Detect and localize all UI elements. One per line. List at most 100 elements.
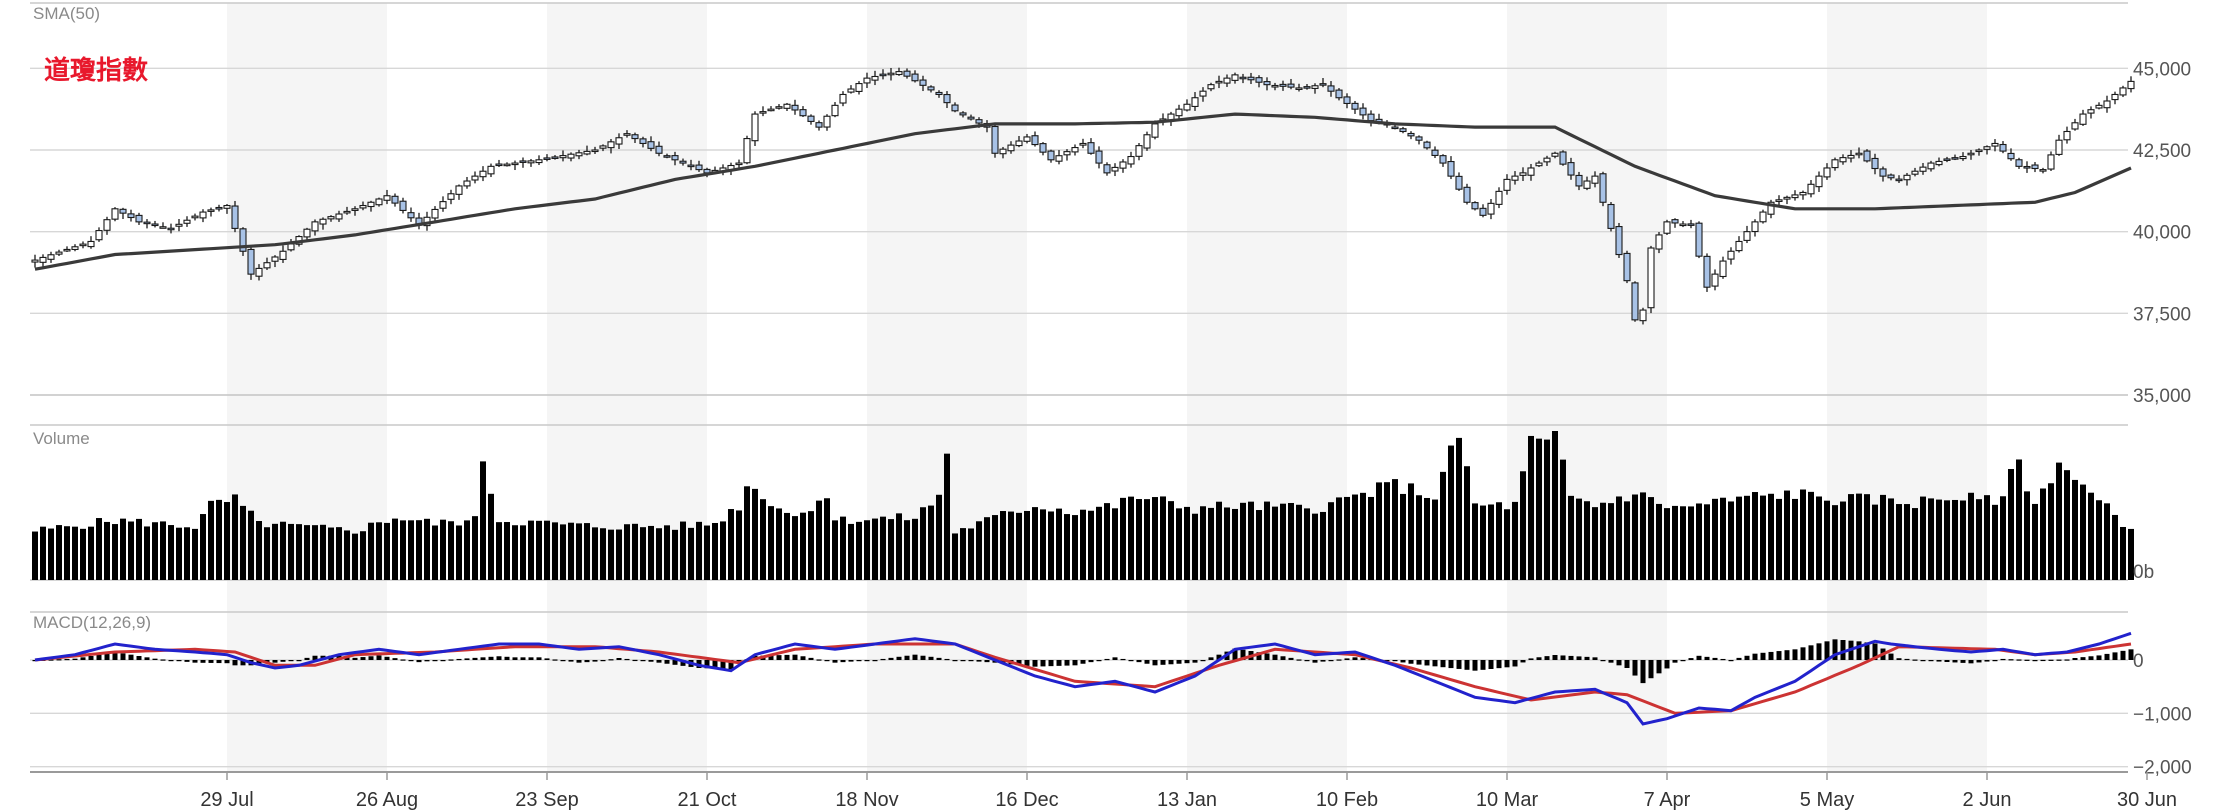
volume-bar [1776, 498, 1782, 580]
volume-bar [1416, 495, 1422, 580]
macd-panel: 0 −1,000 −2,000 MACD(12,26,9) [30, 611, 2192, 779]
volume-bar [1808, 491, 1814, 580]
volume-bar [424, 518, 430, 580]
x-tick-label: 10 Feb [1316, 789, 1378, 811]
candle-body [1103, 164, 1111, 174]
candle-body [1343, 96, 1351, 104]
candle-body [863, 77, 871, 84]
candle-body [1559, 151, 1567, 165]
candle-body [1647, 247, 1655, 309]
histogram-bar [1696, 655, 1702, 660]
candle-body [1279, 83, 1287, 87]
candle-body [1959, 155, 1967, 160]
price-tick-label: 35,000 [2133, 386, 2191, 407]
histogram-bar [592, 660, 598, 662]
candle-body [607, 141, 615, 149]
candle-body [231, 205, 239, 229]
volume-bar [232, 494, 238, 580]
histogram-bar [512, 657, 518, 660]
x-tick-label: 2 Jun [1963, 789, 2012, 811]
candlestick-series [31, 67, 2135, 325]
histogram-bar [1672, 660, 1678, 663]
month-band [1827, 3, 1987, 772]
histogram-bar [952, 660, 958, 662]
candle-body [327, 216, 335, 220]
candle-body [431, 208, 439, 219]
histogram-bar [416, 660, 422, 663]
histogram-bar [1424, 660, 1430, 666]
volume-bar [200, 514, 206, 580]
candle-body [815, 122, 823, 128]
volume-bar [48, 528, 54, 580]
histogram-bar [928, 656, 934, 660]
candle-body [127, 213, 135, 219]
histogram-bar [280, 660, 286, 662]
volume-bar [72, 526, 78, 580]
candle-body [175, 223, 183, 227]
volume-bar [984, 517, 990, 580]
signal-line [34, 642, 2132, 715]
volume-bar [1608, 503, 1614, 580]
volume-bar [64, 526, 70, 580]
histogram-bar [1560, 655, 1566, 660]
volume-bar [856, 521, 862, 580]
histogram-bar [1976, 660, 1982, 663]
candle-body [1287, 83, 1295, 88]
candle-body [1015, 140, 1023, 147]
volume-bar [1072, 515, 1078, 580]
price-tick-label: 37,500 [2133, 304, 2191, 325]
histogram-bar [72, 658, 78, 660]
volume-bar [1856, 493, 1862, 580]
volume-bar [712, 522, 718, 580]
histogram-bar [2096, 655, 2102, 660]
candle-body [1055, 155, 1063, 162]
candle-body [687, 164, 695, 168]
histogram-bar [1128, 660, 1134, 662]
candle-body [551, 156, 559, 159]
candle-body [1063, 151, 1071, 156]
histogram-bar [432, 660, 438, 662]
candle-body [167, 227, 175, 231]
candle-body [39, 256, 47, 263]
histogram-bar [448, 659, 454, 661]
candle-body [967, 116, 975, 120]
histogram-bar [720, 660, 726, 669]
candle-body [1223, 77, 1231, 84]
volume-bar [296, 524, 302, 580]
histogram-bar [1984, 660, 1990, 662]
volume-bar [1360, 492, 1366, 580]
candle-body [383, 195, 391, 201]
candle-body [1479, 207, 1487, 216]
volume-bar [384, 522, 390, 580]
histogram-bar [152, 658, 158, 660]
histogram-bar [1320, 660, 1326, 662]
candle-body [1463, 186, 1471, 203]
volume-bar [456, 525, 462, 580]
volume-bar [256, 521, 262, 580]
x-tick-label: 26 Aug [356, 789, 418, 811]
candle-body [1639, 309, 1647, 322]
macd-line [34, 631, 2132, 726]
candle-body [2047, 154, 2055, 170]
volume-bar [1624, 501, 1630, 580]
volume-bar [1768, 493, 1774, 580]
volume-bar [1552, 431, 1558, 580]
volume-bar [1592, 507, 1598, 580]
candle-body [1447, 160, 1455, 177]
histogram-bar [1456, 660, 1462, 669]
volume-bar [2024, 491, 2030, 580]
candle-body [1695, 222, 1703, 257]
histogram-bar [2072, 658, 2078, 660]
candle-body [583, 150, 591, 155]
histogram-bar [1016, 660, 1022, 666]
volume-bar [1888, 498, 1894, 580]
volume-bar [1320, 511, 1326, 580]
candle-body [151, 223, 159, 227]
volume-bar [320, 524, 326, 580]
candle-body [775, 106, 783, 109]
candle-body [399, 200, 407, 211]
histogram-bar [376, 655, 382, 660]
sma50-line [34, 112, 2132, 271]
histogram-bar [920, 655, 926, 660]
histogram-bar [352, 657, 358, 660]
